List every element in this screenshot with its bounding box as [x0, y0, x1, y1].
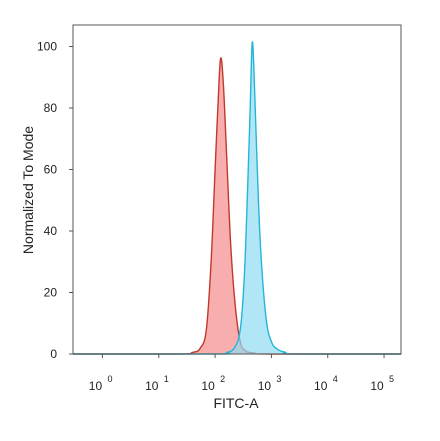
histogram-series-2-line	[72, 41, 401, 355]
x-tick-exponent-5: 5	[389, 374, 394, 384]
x-tick-label-0: 10	[89, 379, 103, 393]
x-tick-exponent-3: 3	[276, 374, 281, 384]
y-axis-title: Normalized To Mode	[20, 126, 36, 254]
x-tick-label-4: 10	[314, 379, 328, 393]
y-tick-label-20: 20	[44, 286, 58, 300]
plot-background	[73, 25, 401, 354]
histogram-series-group	[72, 41, 401, 355]
y-tick-label-0: 0	[50, 347, 57, 361]
x-tick-exponent-1: 1	[164, 374, 169, 384]
x-tick-label-3: 10	[258, 379, 272, 393]
plot-frame	[72, 24, 402, 355]
y-axis-ticks: 0 20 40 60 80 100	[37, 40, 73, 361]
x-tick-label-2: 10	[201, 379, 215, 393]
x-axis-ticks: 10 0 10 1 10 2 10 3 10 4 10 5	[89, 354, 394, 393]
plot-area	[73, 25, 401, 354]
x-tick-exponent-4: 4	[333, 374, 338, 384]
y-tick-label-100: 100	[37, 40, 57, 54]
x-axis-title: FITC-A	[213, 395, 259, 411]
x-tick-exponent-0: 0	[107, 374, 112, 384]
plot-border	[72, 24, 402, 355]
y-tick-label-40: 40	[44, 224, 58, 238]
y-tick-label-60: 60	[44, 163, 58, 177]
x-tick-exponent-2: 2	[220, 374, 225, 384]
x-tick-label-5: 10	[370, 379, 384, 393]
y-tick-label-80: 80	[44, 101, 58, 115]
x-tick-label-1: 10	[145, 379, 159, 393]
